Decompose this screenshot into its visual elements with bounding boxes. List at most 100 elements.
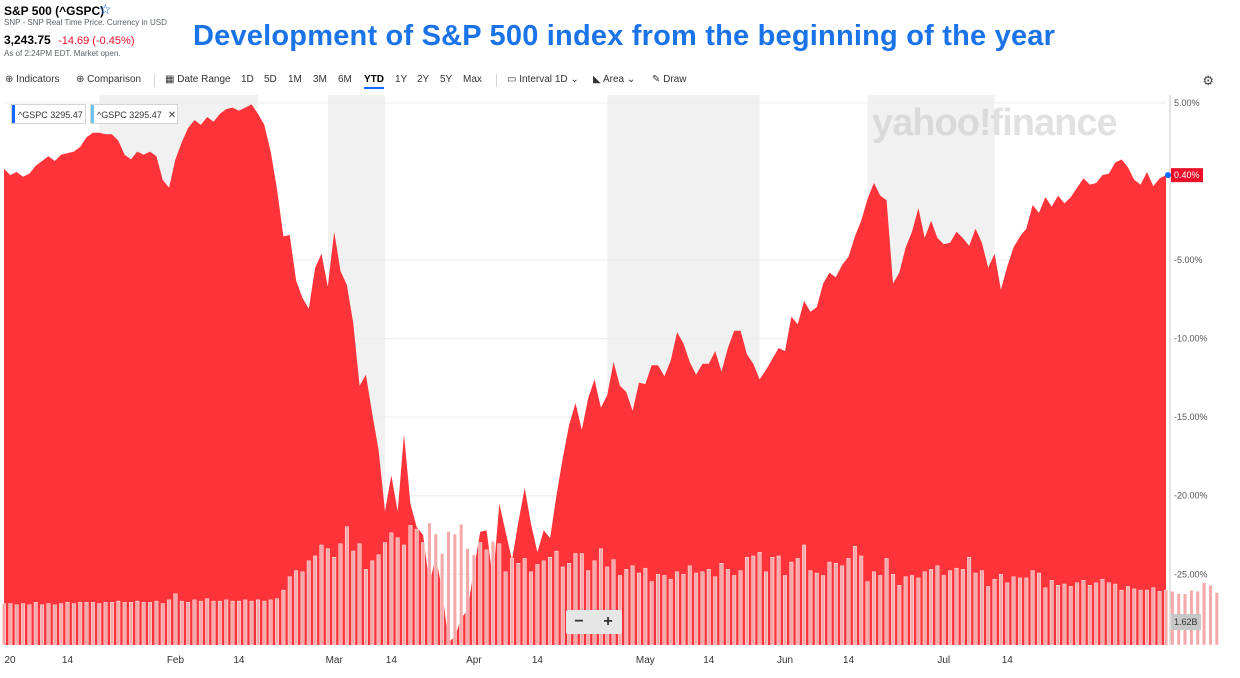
- x-axis-ticks: 20 14 Feb 14 Mar 14 Apr 14 May 14 Jun 14 Jul 14: [4, 655, 1013, 666]
- volume-bar: [497, 543, 502, 646]
- volume-bar: [891, 574, 895, 646]
- range-6m[interactable]: 6M: [338, 74, 352, 85]
- x-tick-label: 14: [1002, 655, 1014, 666]
- volume-bar: [1024, 577, 1029, 646]
- volume-bar: [814, 572, 819, 646]
- range-5d[interactable]: 5D: [264, 74, 277, 85]
- volume-bar: [1011, 576, 1016, 646]
- volume-bar: [802, 544, 807, 646]
- volume-bar: [440, 553, 445, 646]
- volume-bar: [643, 567, 648, 646]
- volume-bar: [357, 543, 362, 646]
- volume-bar: [395, 537, 400, 646]
- range-2y[interactable]: 2Y: [417, 74, 430, 85]
- volume-bar: [795, 558, 800, 646]
- volume-bar: [459, 524, 464, 646]
- range-max[interactable]: Max: [463, 74, 482, 85]
- zoom-in-button[interactable]: +: [603, 613, 613, 630]
- star-icon[interactable]: ☆: [99, 1, 112, 17]
- volume-bar: [59, 603, 64, 646]
- area-chart-icon: ◣: [593, 74, 601, 85]
- volume-bar: [738, 570, 743, 646]
- volume-bar: [624, 569, 629, 646]
- volume-bar: [770, 556, 775, 646]
- close-icon[interactable]: ✕: [167, 110, 177, 121]
- comparison-button[interactable]: ⊕ Comparison: [76, 74, 142, 85]
- price-chart[interactable]: 5.00%-5.00%-10.00%-15.00%-20.00%-25.00% …: [0, 93, 1240, 678]
- range-1d[interactable]: 1D: [241, 74, 254, 85]
- gear-icon[interactable]: ⚙: [1202, 73, 1214, 88]
- volume-bar: [256, 599, 260, 646]
- range-1y[interactable]: 1Y: [395, 74, 408, 85]
- volume-bar: [1056, 585, 1060, 646]
- interval-dropdown[interactable]: ▭ Interval 1D ⌄: [507, 74, 579, 85]
- volume-bar: [510, 558, 514, 646]
- range-1m[interactable]: 1M: [288, 74, 302, 85]
- volume-bar: [332, 556, 337, 646]
- volume-bar: [433, 533, 438, 646]
- volume-bar: [249, 600, 254, 646]
- volume-bar: [783, 575, 787, 646]
- range-5y[interactable]: 5Y: [440, 74, 453, 85]
- volume-bar: [846, 558, 851, 646]
- volume-bar: [687, 565, 692, 646]
- x-tick-label: 14: [62, 655, 74, 666]
- volume-bar: [903, 576, 908, 646]
- volume-bar: [611, 559, 616, 646]
- x-tick-label: 14: [386, 655, 398, 666]
- volume-bar: [471, 554, 476, 646]
- volume-bar: [776, 555, 781, 646]
- volume-bar: [8, 603, 13, 646]
- volume-bar: [211, 600, 216, 646]
- volume-bar: [1062, 583, 1067, 646]
- x-tick-label: Mar: [326, 655, 344, 666]
- x-tick-label: Jul: [937, 655, 950, 666]
- draw-button[interactable]: ✎ Draw: [652, 74, 687, 85]
- volume-bar: [427, 522, 432, 646]
- zoom-out-button[interactable]: −: [574, 613, 584, 630]
- price-change: -14.69 (-0.45%): [58, 35, 135, 47]
- volume-bar: [954, 567, 959, 646]
- legend-chip[interactable]: ^GSPC 3295.47 ✕: [90, 104, 178, 124]
- volume-bar: [541, 560, 546, 646]
- volume-bar: [344, 526, 349, 646]
- date-range-button[interactable]: ▦ Date Range: [165, 74, 231, 85]
- volume-bar: [84, 602, 89, 646]
- volume-bar: [808, 570, 813, 646]
- volume-bar: [484, 549, 489, 646]
- volume-bar: [1043, 587, 1048, 646]
- volume-bar: [852, 545, 857, 646]
- volume-bar: [725, 569, 730, 646]
- volume-bar: [275, 598, 279, 646]
- volume-bar: [319, 544, 324, 646]
- volume-bar: [878, 575, 883, 646]
- chart-toolbar: ⊕ Indicators ⊕ Comparison ▦ Date Range 1…: [0, 70, 1240, 92]
- volume-bar: [649, 581, 654, 646]
- volume-bar: [548, 556, 553, 646]
- volume-tag-box: [1171, 614, 1201, 630]
- volume-bars: [2, 522, 1219, 646]
- volume-bar: [421, 542, 426, 646]
- range-3m[interactable]: 3M: [313, 74, 327, 85]
- indicators-button[interactable]: ⊕ Indicators: [5, 74, 60, 85]
- volume-bar: [452, 533, 457, 646]
- x-tick-label: 14: [532, 655, 544, 666]
- volume-bar: [744, 556, 749, 646]
- range-ytd[interactable]: YTD: [364, 74, 384, 89]
- volume-bar: [116, 600, 121, 646]
- volume-bar: [637, 572, 641, 646]
- legend-chip[interactable]: ^GSPC 3295.47: [11, 104, 86, 124]
- volume-bar: [840, 565, 845, 646]
- volume-bar: [90, 602, 95, 646]
- y-tick-label: -5.00%: [1174, 255, 1203, 265]
- volume-bar: [1030, 570, 1035, 646]
- volume-bar: [929, 569, 933, 646]
- volume-bar: [706, 569, 711, 646]
- volume-bar: [1081, 580, 1086, 646]
- volume-bar: [154, 600, 159, 646]
- volume-bar: [1068, 586, 1073, 646]
- volume-bar: [363, 569, 368, 646]
- volume-bar: [129, 602, 133, 646]
- volume-bar: [313, 555, 318, 646]
- chart-type-dropdown[interactable]: ◣ Area ⌄: [593, 74, 636, 85]
